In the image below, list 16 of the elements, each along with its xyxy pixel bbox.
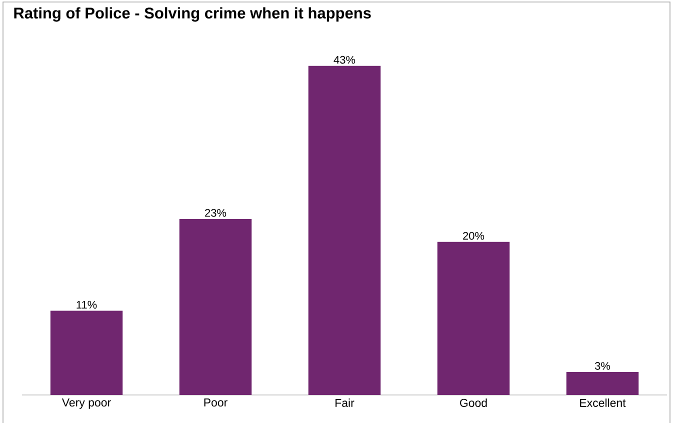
- data-label: 43%: [334, 56, 356, 64]
- x-tick-label: Fair: [336, 398, 354, 407]
- bar: [50, 310, 123, 395]
- bar: [566, 372, 639, 395]
- data-label: 20%: [463, 232, 484, 240]
- x-tick-label: Excellent: [580, 398, 626, 407]
- data-label: 3%: [594, 362, 610, 370]
- x-tick-label: Very poor: [62, 398, 111, 409]
- data-label: 11%: [76, 300, 97, 309]
- chart-title: Rating of Police - Solving crime when it happens: [14, 7, 371, 22]
- x-tick-label: Poor: [204, 398, 228, 407]
- x-tick-label: Good: [460, 398, 487, 407]
- bar: [179, 218, 252, 395]
- data-label: 23%: [205, 208, 226, 217]
- bar: [437, 242, 510, 395]
- bar: [308, 66, 381, 395]
